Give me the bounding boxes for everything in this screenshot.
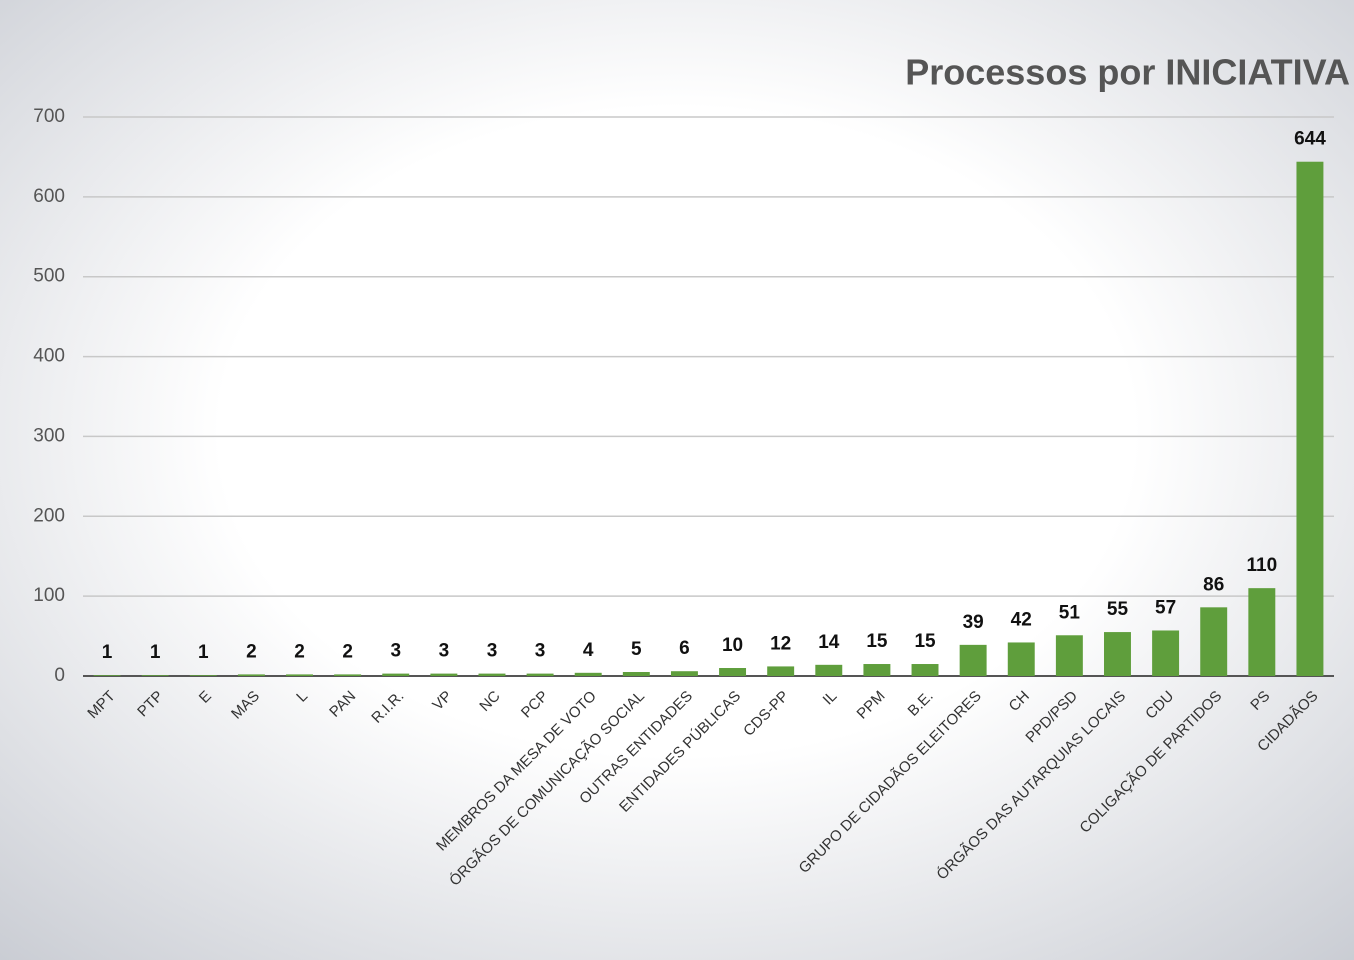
bar bbox=[1104, 632, 1131, 676]
bar bbox=[93, 675, 121, 676]
value-label: 2 bbox=[294, 641, 305, 662]
value-label: 6 bbox=[679, 638, 690, 659]
value-label: 1 bbox=[102, 642, 113, 663]
value-label: 3 bbox=[439, 641, 450, 662]
value-label: 110 bbox=[1246, 555, 1277, 576]
bar bbox=[863, 664, 891, 676]
bar bbox=[911, 664, 939, 676]
bar bbox=[767, 666, 795, 676]
bar bbox=[574, 672, 602, 676]
bar bbox=[382, 673, 410, 676]
y-tick-label: 600 bbox=[33, 186, 65, 207]
value-label: 42 bbox=[1011, 609, 1032, 630]
bar bbox=[478, 673, 506, 676]
bar bbox=[1200, 607, 1228, 676]
bar bbox=[815, 664, 843, 676]
chart-title: Processos por INICIATIVA bbox=[905, 52, 1350, 93]
bar bbox=[526, 673, 554, 676]
bar bbox=[622, 672, 650, 676]
value-label: 3 bbox=[487, 641, 498, 662]
bar bbox=[1152, 630, 1180, 676]
value-label: 55 bbox=[1107, 599, 1129, 620]
value-label: 57 bbox=[1155, 597, 1176, 618]
value-label: 1 bbox=[150, 642, 161, 663]
value-label: 3 bbox=[535, 641, 546, 662]
value-label: 15 bbox=[866, 631, 888, 652]
bar bbox=[719, 668, 747, 676]
value-label: 15 bbox=[914, 631, 936, 652]
value-label: 5 bbox=[631, 639, 642, 660]
y-tick-label: 400 bbox=[33, 346, 65, 367]
value-label: 51 bbox=[1059, 602, 1081, 623]
y-tick-label: 700 bbox=[33, 106, 65, 127]
value-label: 86 bbox=[1203, 574, 1224, 595]
y-tick-label: 300 bbox=[33, 425, 65, 446]
bar bbox=[141, 675, 169, 676]
value-label: 14 bbox=[818, 632, 840, 653]
bar bbox=[1248, 588, 1276, 676]
y-tick-label: 500 bbox=[33, 266, 65, 287]
bar bbox=[237, 674, 265, 676]
bar bbox=[670, 671, 698, 676]
value-label: 2 bbox=[246, 641, 257, 662]
value-label: 644 bbox=[1294, 129, 1326, 150]
value-label: 10 bbox=[722, 635, 743, 656]
value-label: 12 bbox=[770, 633, 791, 654]
bar bbox=[1007, 642, 1035, 676]
bar bbox=[334, 674, 362, 676]
value-label: 4 bbox=[583, 640, 594, 661]
bar bbox=[189, 675, 217, 676]
y-tick-label: 0 bbox=[54, 665, 65, 686]
value-label: 39 bbox=[963, 612, 984, 633]
bar bbox=[1296, 161, 1324, 677]
value-label: 1 bbox=[198, 642, 209, 663]
y-tick-label: 100 bbox=[33, 585, 65, 606]
bar bbox=[430, 673, 458, 676]
bar bbox=[959, 644, 987, 676]
value-label: 3 bbox=[390, 641, 401, 662]
bar bbox=[1055, 635, 1083, 676]
y-tick-label: 200 bbox=[33, 505, 65, 526]
bar bbox=[286, 674, 313, 676]
value-label: 2 bbox=[342, 641, 353, 662]
